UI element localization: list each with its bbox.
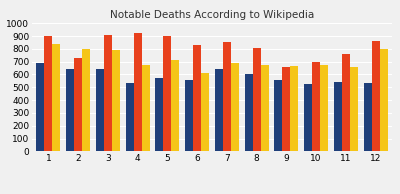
Bar (274, 80, 282, 151)
Bar (320, 65, 328, 151)
Bar (334, 81, 342, 151)
Bar (36, 63, 44, 151)
Bar (163, 36, 171, 151)
Bar (231, 63, 239, 151)
Bar (134, 33, 142, 151)
Bar (126, 83, 134, 151)
Title: Notable Deaths According to Wikipedia: Notable Deaths According to Wikipedia (110, 10, 314, 20)
Bar (74, 58, 82, 151)
Bar (185, 80, 193, 151)
Bar (380, 49, 388, 151)
Bar (223, 42, 231, 151)
Bar (201, 73, 209, 151)
Bar (282, 68, 290, 151)
Bar (304, 84, 312, 151)
Bar (350, 67, 358, 151)
Bar (52, 44, 60, 151)
Bar (193, 45, 201, 151)
Bar (244, 74, 253, 151)
Bar (104, 35, 112, 151)
Bar (215, 69, 223, 151)
Bar (253, 48, 261, 151)
Bar (261, 65, 269, 151)
Bar (96, 69, 104, 151)
Bar (342, 54, 350, 151)
Bar (312, 62, 320, 151)
Bar (171, 60, 180, 151)
Bar (66, 69, 74, 151)
Bar (142, 65, 150, 151)
Bar (364, 83, 372, 151)
Bar (44, 36, 52, 151)
Bar (290, 66, 298, 151)
Bar (82, 49, 90, 151)
Bar (112, 50, 120, 151)
Bar (155, 78, 163, 151)
Bar (372, 41, 380, 151)
